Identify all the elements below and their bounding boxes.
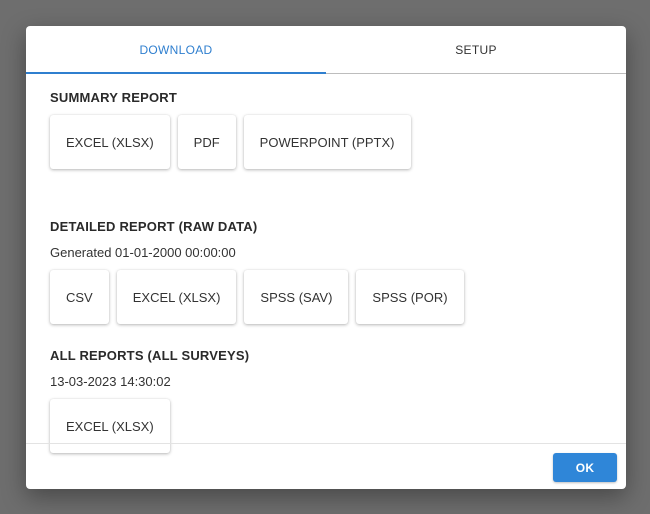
detailed-spss-por-button[interactable]: SPSS (POR) bbox=[356, 270, 464, 324]
summary-report-section: SUMMARY REPORT EXCEL (XLSX) PDF POWERPOI… bbox=[50, 90, 602, 169]
download-dialog: DOWNLOAD SETUP SUMMARY REPORT EXCEL (XLS… bbox=[26, 26, 626, 489]
summary-pdf-button[interactable]: PDF bbox=[177, 115, 236, 169]
summary-powerpoint-button[interactable]: POWERPOINT (PPTX) bbox=[243, 115, 411, 169]
detailed-excel-button[interactable]: EXCEL (XLSX) bbox=[116, 270, 237, 324]
ok-button[interactable]: OK bbox=[553, 453, 617, 482]
detailed-report-generated: Generated 01-01-2000 00:00:00 bbox=[50, 245, 236, 260]
detailed-spss-sav-button[interactable]: SPSS (SAV) bbox=[244, 270, 349, 324]
detailed-report-title: DETAILED REPORT (RAW DATA) bbox=[50, 219, 258, 234]
all-reports-timestamp: 13-03-2023 14:30:02 bbox=[50, 374, 171, 389]
all-reports-section: ALL REPORTS (ALL SURVEYS) 13-03-2023 14:… bbox=[50, 348, 602, 453]
detailed-csv-button[interactable]: CSV bbox=[50, 270, 109, 324]
detailed-report-section: DETAILED REPORT (RAW DATA) Generated 01-… bbox=[50, 219, 602, 324]
summary-report-buttons: EXCEL (XLSX) PDF POWERPOINT (PPTX) bbox=[50, 115, 602, 169]
summary-excel-button[interactable]: EXCEL (XLSX) bbox=[50, 115, 170, 169]
tab-setup[interactable]: SETUP bbox=[455, 42, 497, 57]
all-reports-excel-button[interactable]: EXCEL (XLSX) bbox=[50, 399, 170, 453]
all-reports-buttons: EXCEL (XLSX) bbox=[50, 399, 602, 453]
tab-download[interactable]: DOWNLOAD bbox=[26, 26, 326, 74]
summary-report-title: SUMMARY REPORT bbox=[50, 90, 178, 105]
dialog-footer: OK bbox=[26, 443, 626, 489]
all-reports-title: ALL REPORTS (ALL SURVEYS) bbox=[50, 348, 250, 363]
detailed-report-buttons: CSV EXCEL (XLSX) SPSS (SAV) SPSS (POR) bbox=[50, 270, 602, 324]
tab-bar: DOWNLOAD SETUP bbox=[26, 26, 626, 74]
